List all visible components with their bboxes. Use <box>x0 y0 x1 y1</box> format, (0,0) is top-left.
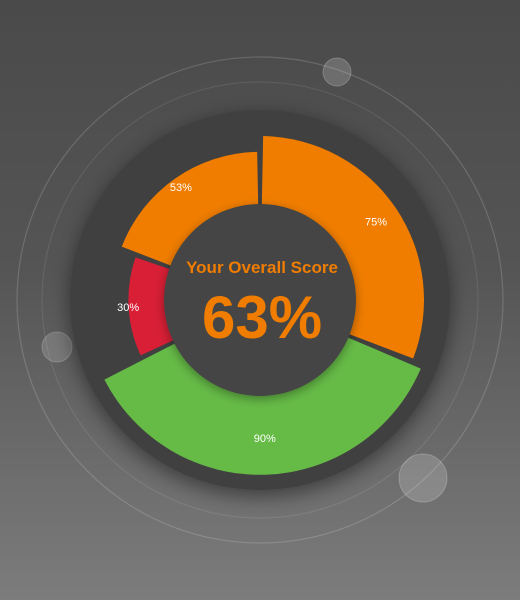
segment-label: 30% <box>117 302 139 314</box>
bubble-decoration <box>322 57 352 87</box>
donut-segment-75 <box>261 136 425 359</box>
donut-segments: 75% 90% 30% 53% <box>104 136 425 475</box>
center-disc <box>164 204 356 396</box>
outer-ring-line <box>16 56 504 544</box>
segment-label: 75% <box>365 217 387 229</box>
inner-ring-line <box>41 81 479 519</box>
center-label: Your Overall Score <box>186 258 338 277</box>
segment-label: 90% <box>254 433 276 445</box>
donut-segment-30 <box>128 257 177 356</box>
center-score-value: 63% <box>202 284 322 351</box>
bubble-decoration <box>41 331 73 363</box>
donut-segment-90 <box>104 336 421 475</box>
donut-segment-53 <box>121 151 259 267</box>
segment-label: 53% <box>170 182 192 194</box>
bubble-decoration <box>398 453 448 503</box>
